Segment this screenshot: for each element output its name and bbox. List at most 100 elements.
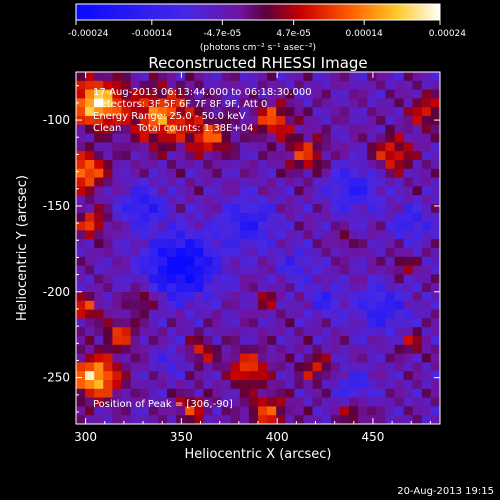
heatmap-cell: [221, 274, 232, 284]
heatmap-image: [76, 72, 441, 425]
heatmap-cell: [303, 212, 313, 222]
heatmap-cell: [330, 72, 341, 82]
heatmap-cell: [430, 230, 441, 240]
heatmap-cell: [358, 107, 368, 117]
heatmap-cell: [394, 265, 404, 275]
heatmap-cell: [248, 124, 259, 134]
heatmap-cell: [76, 380, 86, 390]
heatmap-cell: [312, 336, 323, 346]
heatmap-cell: [358, 309, 368, 319]
heatmap-cell: [312, 265, 323, 275]
heatmap-cell: [103, 327, 113, 337]
heatmap-cell: [167, 124, 177, 134]
heatmap-cell: [221, 160, 232, 170]
heatmap-cell: [221, 221, 232, 231]
heatmap-cell: [312, 98, 323, 108]
heatmap-cell: [130, 371, 141, 381]
heatmap-cell: [203, 221, 213, 231]
heatmap-cell: [239, 415, 250, 425]
heatmap-cell: [258, 265, 268, 275]
heatmap-cell: [303, 177, 313, 187]
heatmap-cell: [203, 283, 213, 293]
heatmap-cell: [212, 168, 222, 178]
heatmap-cell: [394, 72, 404, 82]
heatmap-cell: [85, 406, 95, 416]
heatmap-cell: [394, 133, 404, 143]
heatmap-cell: [185, 142, 195, 152]
heatmap-cell: [258, 72, 268, 82]
heatmap-cell: [139, 116, 150, 126]
heatmap-cell: [103, 151, 113, 161]
heatmap-cell: [194, 151, 204, 161]
heatmap-cell: [248, 230, 259, 240]
heatmap-cell: [103, 292, 113, 302]
heatmap-cell: [194, 98, 204, 108]
heatmap-cell: [312, 177, 323, 187]
heatmap-cell: [276, 300, 286, 310]
heatmap-cell: [376, 344, 386, 354]
heatmap-cell: [321, 72, 332, 82]
heatmap-cell: [167, 415, 177, 425]
heatmap-cell: [412, 397, 423, 407]
heatmap-cell: [276, 274, 286, 284]
heatmap-cell: [339, 151, 350, 161]
heatmap-cell: [376, 212, 386, 222]
heatmap-cell: [176, 344, 186, 354]
heatmap-cell: [121, 89, 131, 99]
heatmap-cell: [303, 300, 313, 310]
heatmap-cell: [203, 168, 213, 178]
heatmap-cell: [358, 124, 368, 134]
heatmap-cell: [303, 415, 313, 425]
heatmap-cell: [312, 327, 323, 337]
heatmap-cell: [385, 380, 395, 390]
heatmap-cell: [76, 80, 86, 90]
x-axis-title: Heliocentric X (arcsec): [185, 447, 332, 462]
heatmap-cell: [212, 221, 222, 231]
heatmap-cell: [248, 186, 259, 196]
heatmap-cell: [121, 186, 131, 196]
heatmap-cell: [267, 133, 277, 143]
heatmap-cell: [358, 327, 368, 337]
heatmap-cell: [385, 300, 395, 310]
heatmap-cell: [203, 195, 213, 205]
heatmap-cell: [385, 388, 395, 398]
heatmap-cell: [376, 116, 386, 126]
heatmap-cell: [285, 124, 295, 134]
heatmap-cell: [194, 265, 204, 275]
heatmap-cell: [221, 256, 232, 266]
heatmap-cell: [139, 239, 150, 249]
heatmap-cell: [285, 274, 295, 284]
heatmap-cell: [321, 362, 332, 372]
heatmap-cell: [267, 309, 277, 319]
heatmap-cell: [358, 72, 368, 82]
heatmap-cell: [130, 195, 141, 205]
heatmap-cell: [94, 256, 104, 266]
heatmap-cell: [194, 89, 204, 99]
heatmap-cell: [85, 248, 95, 258]
heatmap-cell: [430, 124, 441, 134]
heatmap-cell: [285, 107, 295, 117]
heatmap-cell: [167, 89, 177, 99]
heatmap-cell: [412, 160, 423, 170]
heatmap-cell: [312, 186, 323, 196]
heatmap-cell: [112, 151, 122, 161]
heatmap-cell: [349, 283, 359, 293]
heatmap-cell: [376, 256, 386, 266]
heatmap-cell: [212, 80, 222, 90]
heatmap-cell: [121, 195, 131, 205]
heatmap-cell: [112, 177, 122, 187]
heatmap-cell: [112, 133, 122, 143]
heatmap-cell: [430, 265, 441, 275]
heatmap-cell: [376, 380, 386, 390]
heatmap-cell: [358, 283, 368, 293]
heatmap-cell: [267, 239, 277, 249]
heatmap-cell: [230, 256, 241, 266]
heatmap-cell: [321, 160, 332, 170]
heatmap-cell: [412, 292, 423, 302]
heatmap-cell: [276, 151, 286, 161]
heatmap-cell: [248, 292, 259, 302]
heatmap-cell: [267, 80, 277, 90]
clean-counts-text: Clean Total counts: 1.38E+04: [93, 123, 253, 134]
heatmap-cell: [394, 195, 404, 205]
heatmap-cell: [367, 107, 377, 117]
